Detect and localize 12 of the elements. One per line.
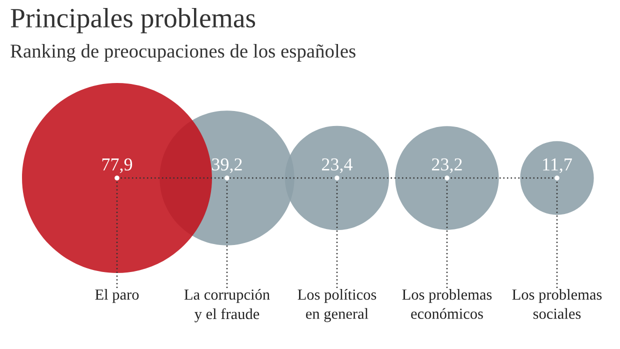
data-label: 77,9 bbox=[102, 158, 132, 174]
category-label: Los políticos en general bbox=[298, 289, 376, 322]
data-label: 23,2 bbox=[432, 158, 462, 174]
category-label: La corrupción y el fraude bbox=[184, 289, 270, 322]
text: Principales problemas bbox=[10, 8, 256, 34]
data-label: 11,7 bbox=[543, 158, 572, 174]
data-label: 23,4 bbox=[322, 158, 353, 174]
text: Ranking de preocupaciones de los españoles bbox=[10, 44, 356, 62]
category-label: El paro bbox=[95, 289, 139, 303]
data-label: 39,2 bbox=[212, 158, 242, 174]
category-label: Los problemas sociales bbox=[512, 289, 602, 319]
category-label: Los problemas económicos bbox=[402, 289, 492, 319]
